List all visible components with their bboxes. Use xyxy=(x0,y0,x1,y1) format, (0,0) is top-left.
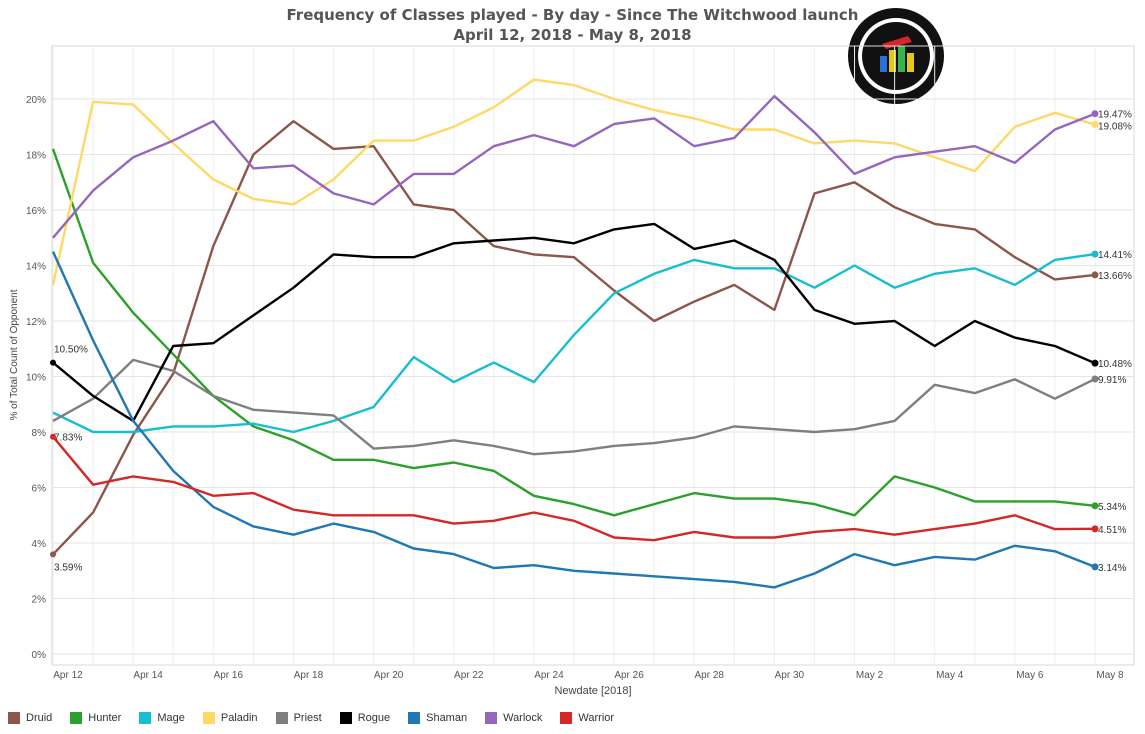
series-line-rogue xyxy=(52,222,1096,423)
x-tick-label: Apr 22 xyxy=(454,670,484,681)
x-tick-label: Apr 30 xyxy=(775,670,805,681)
legend-swatch xyxy=(202,712,215,724)
end-label-warrior: 4.51% xyxy=(1098,525,1126,536)
legend-item-warrior[interactable]: Warrior xyxy=(560,712,614,724)
end-label-priest: 9.91% xyxy=(1098,375,1126,386)
legend-label: Paladin xyxy=(220,712,258,724)
y-tick-label: 0% xyxy=(32,650,47,661)
series-end-point-mage xyxy=(1091,250,1099,258)
legend-item-hunter[interactable]: Hunter xyxy=(70,712,121,724)
start-label-rogue: 10.50% xyxy=(54,345,88,356)
end-label-hunter: 5.34% xyxy=(1098,502,1126,513)
data-labels: 19.47%19.08% 14.41% 13.66% 10.48% 9.91% 5.34%… xyxy=(54,110,1132,574)
x-tick-label: May 2 xyxy=(856,670,884,681)
end-label-mage: 14.41% xyxy=(1098,250,1132,261)
series-end-point-priest xyxy=(1091,375,1099,383)
series-group xyxy=(50,78,1099,589)
legend-swatch xyxy=(339,712,352,724)
plot-area xyxy=(51,45,1135,666)
end-label-shaman: 3.14% xyxy=(1098,563,1126,574)
legend-swatch xyxy=(70,712,83,724)
legend-label: Priest xyxy=(293,712,322,724)
y-tick-label: 6% xyxy=(32,484,47,495)
legend-label: Shaman xyxy=(426,712,468,724)
legend-item-rogue[interactable]: Rogue xyxy=(339,712,391,724)
legend-item-druid[interactable]: Druid xyxy=(8,712,52,724)
series-start-point-druid xyxy=(50,551,56,558)
y-tick-label: 20% xyxy=(26,95,46,106)
legend-label: Hunter xyxy=(88,712,122,724)
y-tick-label: 4% xyxy=(32,539,47,550)
legend-label: Mage xyxy=(157,712,185,724)
series-start-point-rogue xyxy=(50,359,56,366)
end-label-warlock: 19.47% xyxy=(1098,110,1132,121)
x-tick-label: Apr 24 xyxy=(534,670,564,681)
y-tick-label: 8% xyxy=(32,428,47,439)
x-tick-label: Apr 18 xyxy=(294,670,324,681)
legend-swatch xyxy=(139,712,152,724)
series-line-hunter xyxy=(51,148,1096,517)
start-label-druid: 3.59% xyxy=(54,562,82,573)
series-end-point-warlock xyxy=(1091,110,1099,118)
y-tick-label: 14% xyxy=(26,262,46,273)
series-end-point-paladin xyxy=(1091,121,1099,129)
legend-swatch xyxy=(8,712,20,724)
y-tick-label: 12% xyxy=(26,317,46,328)
legend-label: Warlock xyxy=(503,712,543,724)
x-tick-label: May 8 xyxy=(1096,670,1124,681)
x-tick-label: Apr 16 xyxy=(214,670,244,681)
end-label-druid: 13.66% xyxy=(1098,271,1132,282)
y-tick-label: 10% xyxy=(26,373,46,384)
legend-swatch xyxy=(560,712,573,724)
series-line-priest xyxy=(52,358,1096,456)
legend-item-paladin[interactable]: Paladin xyxy=(202,712,258,724)
legend-label: Warrior xyxy=(578,712,615,724)
y-tick-label: 16% xyxy=(26,206,46,217)
y-axis-label: % of Total Count of Opponent xyxy=(9,289,20,420)
legend-item-mage[interactable]: Mage xyxy=(139,712,185,724)
end-label-rogue: 10.48% xyxy=(1098,359,1132,370)
series-end-point-druid xyxy=(1091,271,1099,279)
series-end-point-shaman xyxy=(1091,563,1099,571)
series-line-warlock xyxy=(52,94,1096,239)
legend-item-shaman[interactable]: Shaman xyxy=(408,712,467,724)
series-start-point-warrior xyxy=(50,433,56,440)
x-tick-label: Apr 12 xyxy=(53,670,83,681)
x-tick-label: May 6 xyxy=(1016,670,1044,681)
start-label-warrior: 7.83% xyxy=(54,433,82,444)
data-reaper-logo xyxy=(848,8,944,104)
series-line-shaman xyxy=(51,251,1096,589)
x-axis-label: Newdate [2018] xyxy=(554,685,631,697)
axes: 0% 2% 4% 6% 8% 10% 12% 14% 16% 18% 20% Apr 12 Apr 14… xyxy=(26,95,1124,681)
series-line-warrior xyxy=(52,435,1096,542)
x-tick-label: Apr 20 xyxy=(374,670,404,681)
chart-subtitle: April 12, 2018 - May 8, 2018 xyxy=(453,26,692,44)
chart-title: Frequency of Classes played - By day - S… xyxy=(286,6,859,24)
legend-label: Druid xyxy=(26,712,53,724)
legend-swatch xyxy=(408,712,421,724)
legend-item-priest[interactable]: Priest xyxy=(275,712,322,724)
x-tick-label: Apr 14 xyxy=(133,670,163,681)
x-tick-label: Apr 28 xyxy=(694,670,724,681)
series-end-point-hunter xyxy=(1091,502,1099,510)
grid xyxy=(51,45,1135,666)
legend: Druid Hunter Mage Paladin Priest Rogue Shaman W… xyxy=(8,712,632,724)
legend-swatch xyxy=(485,712,498,724)
y-tick-label: 2% xyxy=(32,595,47,606)
legend-label: Rogue xyxy=(357,712,391,724)
legend-swatch xyxy=(275,712,288,724)
series-line-mage xyxy=(52,252,1096,434)
series-end-point-warrior xyxy=(1091,525,1099,533)
series-end-point-rogue xyxy=(1091,359,1099,367)
end-label-paladin: 19.08% xyxy=(1098,122,1132,133)
series-line-druid xyxy=(52,119,1096,556)
x-tick-label: Apr 26 xyxy=(614,670,644,681)
x-tick-label: May 4 xyxy=(936,670,964,681)
y-tick-label: 18% xyxy=(26,151,46,162)
legend-item-warlock[interactable]: Warlock xyxy=(485,712,542,724)
